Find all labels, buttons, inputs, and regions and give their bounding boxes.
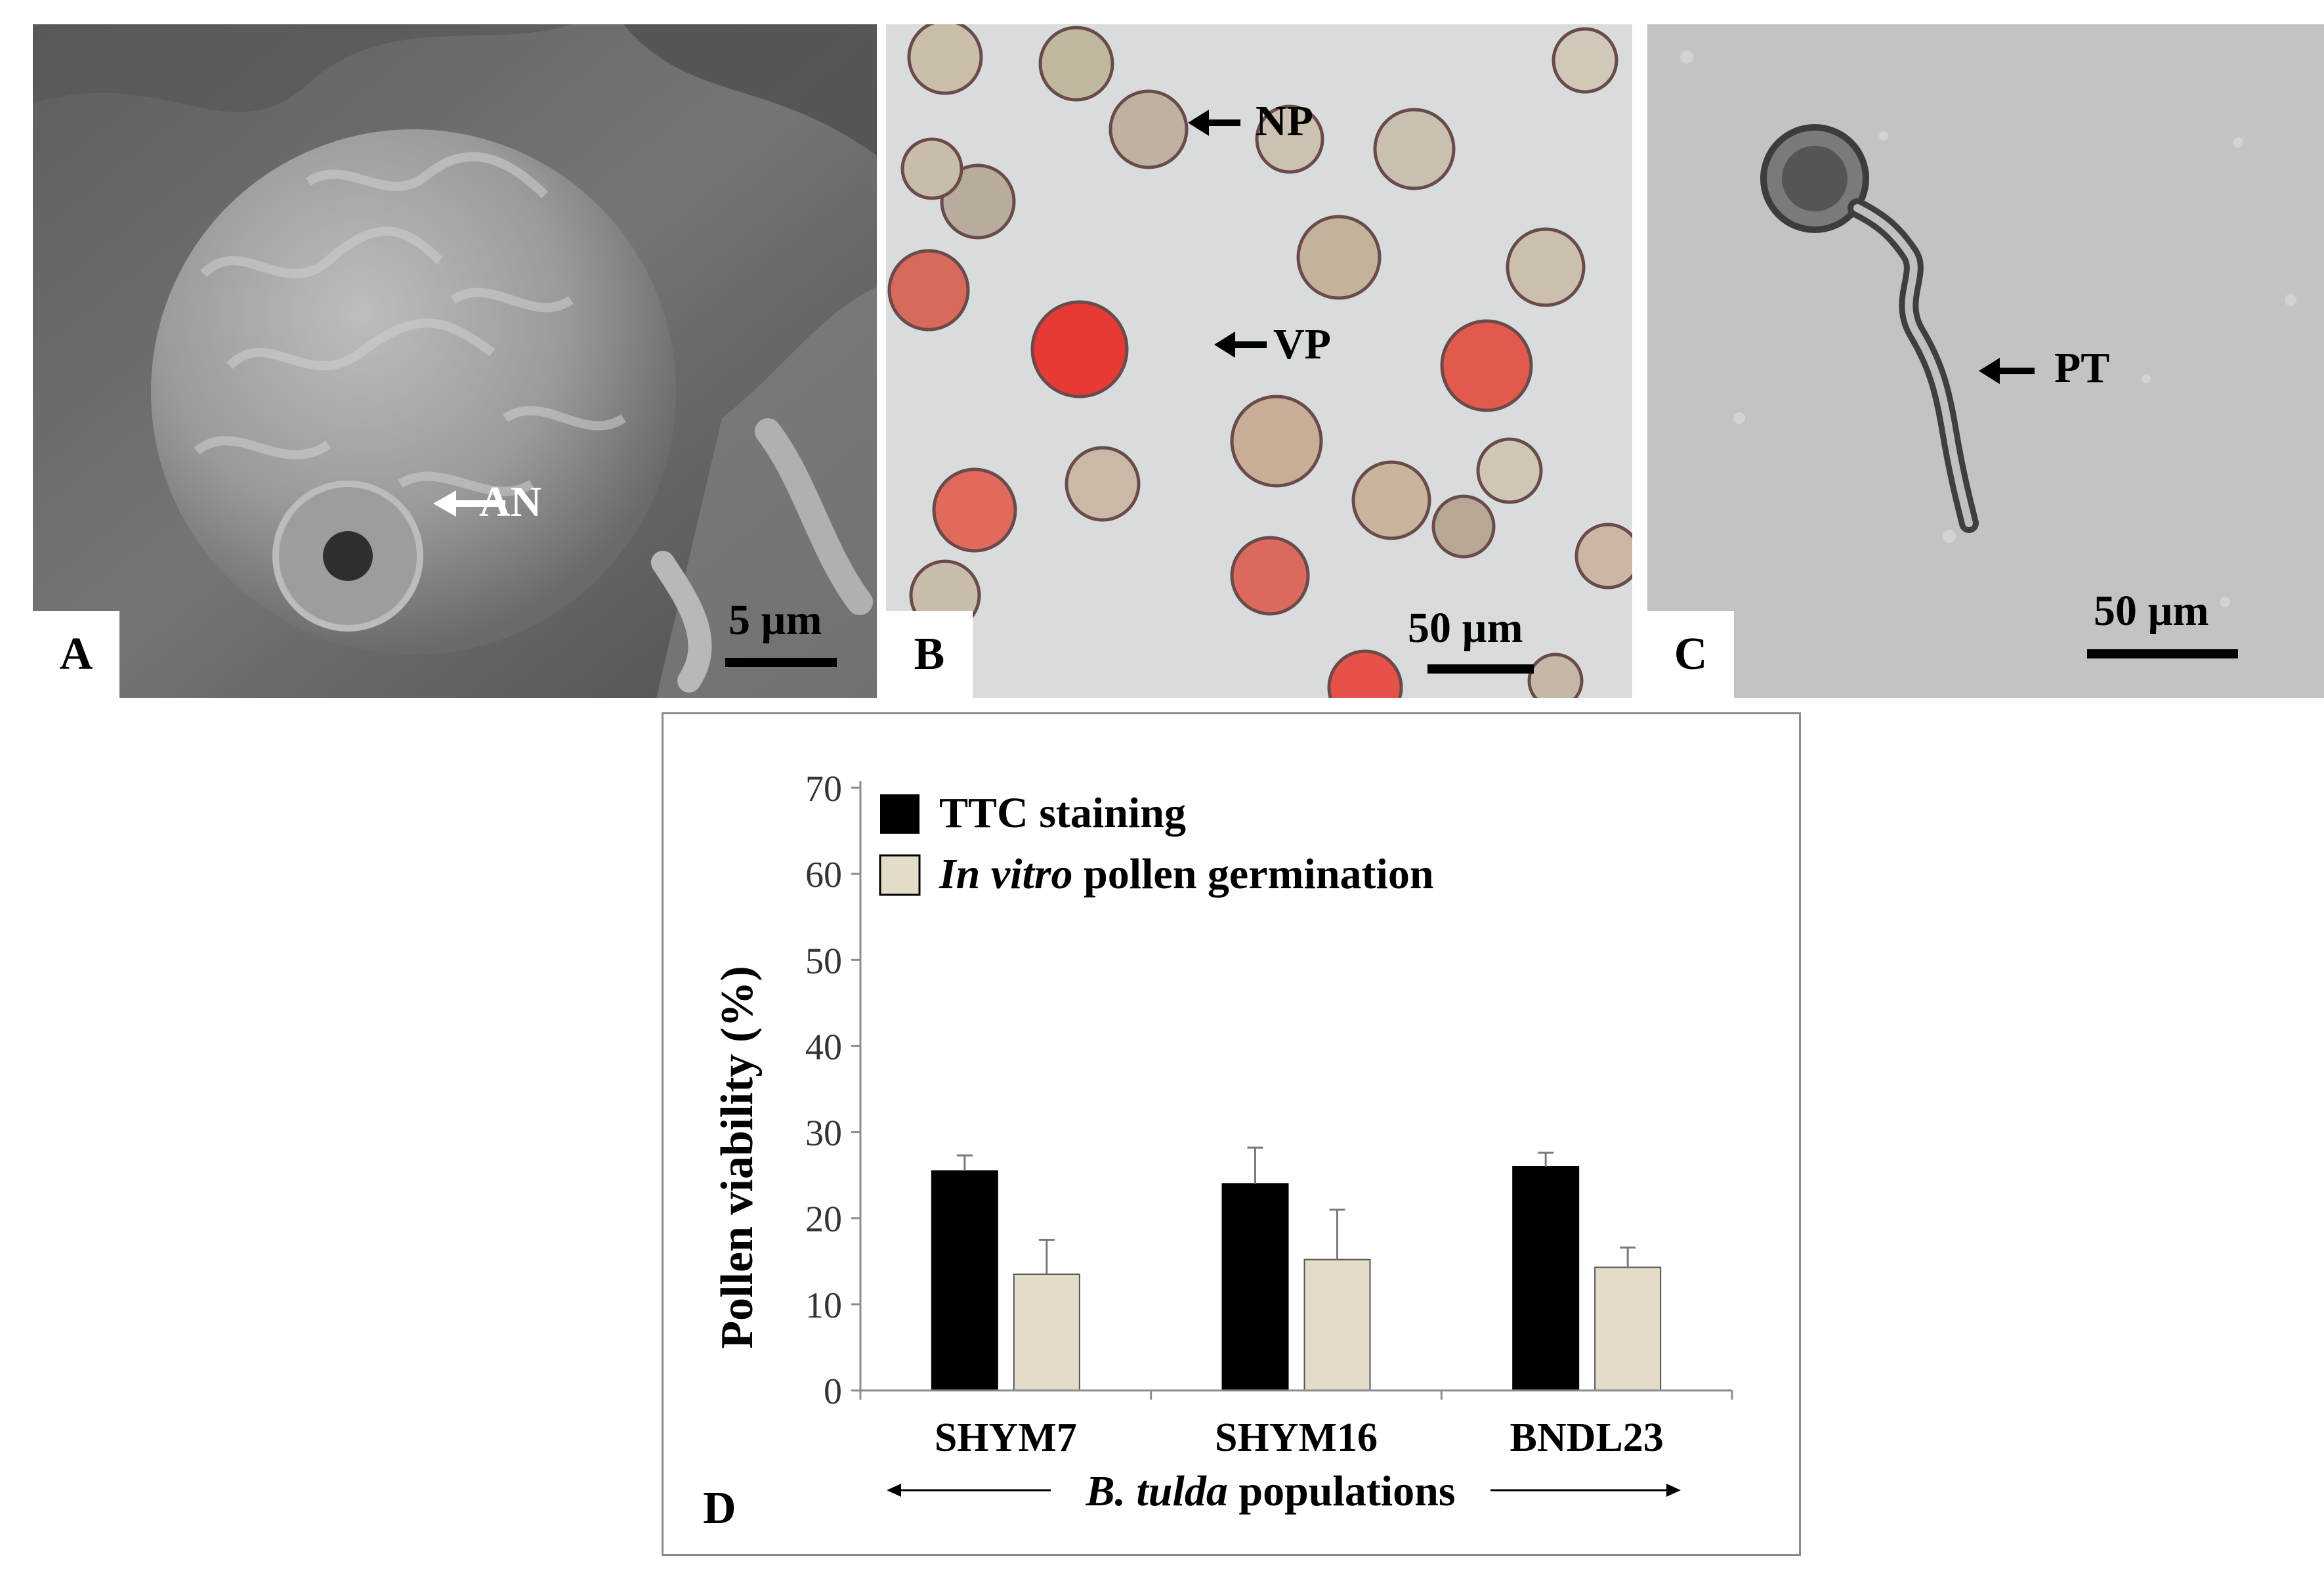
bar [1013,1273,1080,1392]
scale-bar-label-a: 5 µm [729,596,822,644]
bar [1221,1183,1289,1391]
panel-c-germination-image: PT 50 µm C [1647,24,2324,698]
scale-bar-label-b: 50 µm [1408,604,1523,652]
legend-swatch-ttc [880,794,919,834]
legend: TTC staining In vitro pollen germination [879,789,1434,898]
x-axis-title-italic: B. tulda [1085,1467,1227,1515]
x-axis-title: B. tulda populations [1085,1467,1455,1515]
y-tick-label: 10 [805,1285,842,1326]
arrow-label-an: AN [479,478,542,526]
y-tick-label: 0 [824,1371,842,1412]
arrow-label-np: NP [1256,97,1313,145]
panel-letter-a: A [33,611,119,698]
y-tick-label: 20 [805,1199,842,1240]
y-tick-label: 60 [805,855,842,895]
x-axis-title-rest: populations [1228,1467,1456,1515]
y-tick-label: 40 [805,1027,842,1067]
panel-b-ttc-image: NP VP 50 µm B [886,24,1632,698]
pollen-viability-chart: 0 10 20 30 40 50 60 70 SHYM7 SHYM16 BNDL23 TTC st… [712,769,1733,1515]
bar [1303,1258,1371,1391]
y-axis-title: Pollen viability (%) [712,966,763,1348]
bar [931,1170,998,1391]
arrow-label-pt: PT [2054,344,2110,392]
x-tick-label: BNDL23 [1510,1415,1664,1460]
legend-label-ttc: TTC staining [939,789,1186,837]
bar [1512,1166,1580,1391]
x-tick-label: SHYM16 [1215,1415,1378,1460]
panel-letter-b: B [886,611,973,698]
arrow-label-vp: VP [1273,320,1331,368]
y-tick-label: 30 [805,1113,842,1154]
legend-label-in-vitro-italic: In vitro [939,850,1073,898]
legend-label-in-vitro: In vitro pollen germination [939,850,1434,898]
legend-label-in-vitro-rest: pollen germination [1073,850,1434,898]
panel-a-sem-image: AN 5 µm A [33,24,877,698]
xlabel-right-arrow-head [1666,1484,1681,1497]
legend-swatch-in-vitro [879,854,921,896]
scale-bar-label-c: 50 µm [2094,587,2209,635]
y-tick-label: 50 [805,941,842,981]
y-axis: 0 10 20 30 40 50 60 70 [805,769,862,1412]
y-tick-label: 70 [805,769,842,809]
aperture [323,531,373,581]
panel-letter-c: C [1647,611,1734,698]
sem-pollen-illustration [33,24,877,698]
bars [931,1146,1662,1392]
panel-letter-d: D [703,1483,736,1534]
bar [1594,1266,1662,1391]
panel-d-chart: 0 10 20 30 40 50 60 70 SHYM7 SHYM16 BNDL23 TTC st… [662,712,1801,1556]
xlabel-left-arrow-head [887,1484,901,1497]
x-tick-label: SHYM7 [935,1415,1077,1460]
x-axis: SHYM7 SHYM16 BNDL23 [859,1389,1733,1460]
pollen-tube-illustration [1647,24,2324,698]
